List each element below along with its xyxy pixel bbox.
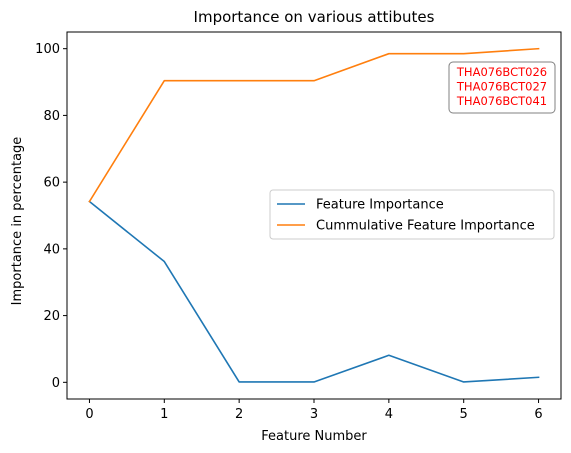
y-axis-label: Importance in percentage [10,137,25,306]
x-tick-label: 3 [310,407,318,422]
x-tick-label: 6 [534,407,542,422]
legend-label: Cummulative Feature Importance [316,219,535,234]
annotation-line: THA076BCT027 [456,80,547,94]
legend: Feature Importance Cummulative Feature Im… [269,189,555,240]
series-line-1 [88,47,540,203]
x-tick-label: 1 [160,407,168,422]
chart-title: Importance on various attibutes [194,8,435,26]
y-tick-label: 0 [52,376,60,391]
y-axis: 0 20 40 60 80 100 [35,42,67,391]
annotation-line: THA076BCT041 [456,94,547,108]
y-tick-label: 40 [43,242,60,257]
y-tick-label: 80 [43,109,60,124]
x-axis: 0 1 2 3 4 5 6 [85,399,543,422]
annotation-frame [448,61,556,114]
y-tick-label: 100 [35,42,60,57]
legend-label: Feature Importance [316,198,444,213]
x-tick-label: 2 [235,407,243,422]
legend-frame [269,189,555,240]
y-tick-label: 60 [43,176,60,191]
series-line-0 [88,200,540,383]
x-tick-label: 0 [85,407,93,422]
x-tick-label: 5 [460,407,468,422]
x-tick-label: 4 [385,407,393,422]
series-layer [88,47,540,383]
annotation-line: THA076BCT026 [456,65,547,79]
x-axis-label: Feature Number [261,429,367,444]
y-tick-label: 20 [43,309,60,324]
